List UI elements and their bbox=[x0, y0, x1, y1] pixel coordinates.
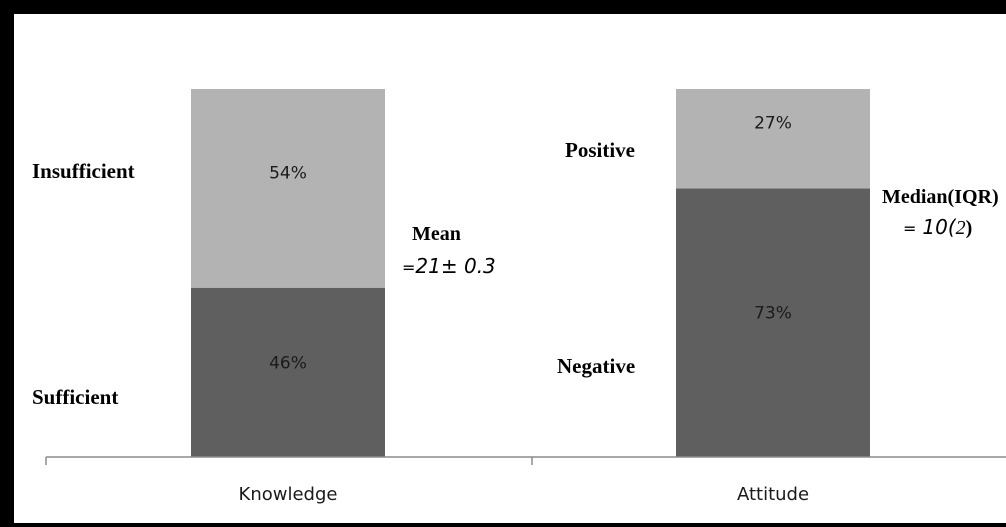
data-label-knowledge-sufficient: 46% bbox=[269, 353, 307, 373]
attitude-stat-paren: 2 bbox=[956, 217, 966, 239]
data-label-attitude-negative: 73% bbox=[754, 304, 792, 324]
data-label-knowledge-insufficient: 54% bbox=[269, 163, 307, 183]
attitude-stat-number: 10( bbox=[922, 215, 956, 239]
attitude-stat-head: Median(IQR) bbox=[882, 186, 999, 208]
knowledge-stat-head: Mean bbox=[412, 223, 461, 245]
bar-knowledge-insufficient bbox=[191, 89, 385, 288]
bar-knowledge-sufficient bbox=[191, 287, 385, 457]
legend-label-insufficient: Insufficient bbox=[32, 159, 135, 183]
bar-attitude-positive bbox=[676, 89, 870, 189]
legend-label-positive: Positive bbox=[565, 138, 635, 162]
category-label-knowledge: Knowledge bbox=[239, 484, 338, 505]
bars-layer: 46% 54% 73% 27% bbox=[191, 89, 870, 458]
knowledge-stat-number: 21± 0.3 bbox=[415, 254, 495, 278]
category-label-attitude: Attitude bbox=[737, 484, 809, 505]
attitude-stat-close: ) bbox=[966, 217, 973, 239]
knowledge-stat-value: =21± 0.3 bbox=[402, 254, 496, 278]
knowledge-stat-eq: = bbox=[402, 258, 415, 277]
data-label-attitude-positive: 27% bbox=[754, 114, 792, 134]
legend-label-sufficient: Sufficient bbox=[32, 385, 118, 409]
legend-label-negative: Negative bbox=[557, 354, 635, 378]
bar-attitude-negative bbox=[676, 188, 870, 458]
attitude-stat-eq: = bbox=[903, 219, 916, 238]
attitude-stat-value: = 10(2) bbox=[903, 215, 972, 239]
